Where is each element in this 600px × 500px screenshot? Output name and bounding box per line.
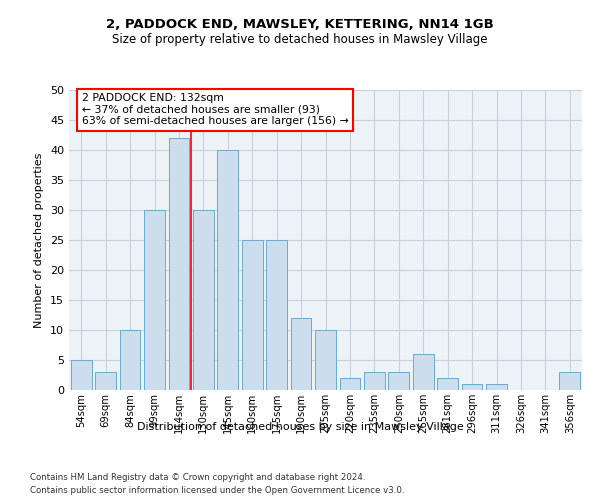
Bar bbox=[388, 372, 409, 390]
Text: Contains HM Land Registry data © Crown copyright and database right 2024.: Contains HM Land Registry data © Crown c… bbox=[30, 472, 365, 482]
Text: 2 PADDOCK END: 132sqm
← 37% of detached houses are smaller (93)
63% of semi-deta: 2 PADDOCK END: 132sqm ← 37% of detached … bbox=[82, 93, 349, 126]
Bar bbox=[119, 330, 140, 390]
Bar bbox=[315, 330, 336, 390]
Bar bbox=[242, 240, 263, 390]
Bar bbox=[413, 354, 434, 390]
Text: Contains public sector information licensed under the Open Government Licence v3: Contains public sector information licen… bbox=[30, 486, 404, 495]
Bar bbox=[364, 372, 385, 390]
Text: 2, PADDOCK END, MAWSLEY, KETTERING, NN14 1GB: 2, PADDOCK END, MAWSLEY, KETTERING, NN14… bbox=[106, 18, 494, 30]
Bar bbox=[217, 150, 238, 390]
Text: Size of property relative to detached houses in Mawsley Village: Size of property relative to detached ho… bbox=[112, 32, 488, 46]
Bar bbox=[461, 384, 482, 390]
Bar bbox=[144, 210, 165, 390]
Bar bbox=[193, 210, 214, 390]
Bar bbox=[169, 138, 190, 390]
Text: Distribution of detached houses by size in Mawsley Village: Distribution of detached houses by size … bbox=[137, 422, 463, 432]
Y-axis label: Number of detached properties: Number of detached properties bbox=[34, 152, 44, 328]
Bar bbox=[437, 378, 458, 390]
Bar bbox=[71, 360, 92, 390]
Bar bbox=[95, 372, 116, 390]
Bar bbox=[266, 240, 287, 390]
Bar bbox=[559, 372, 580, 390]
Bar bbox=[340, 378, 361, 390]
Bar bbox=[486, 384, 507, 390]
Bar bbox=[290, 318, 311, 390]
